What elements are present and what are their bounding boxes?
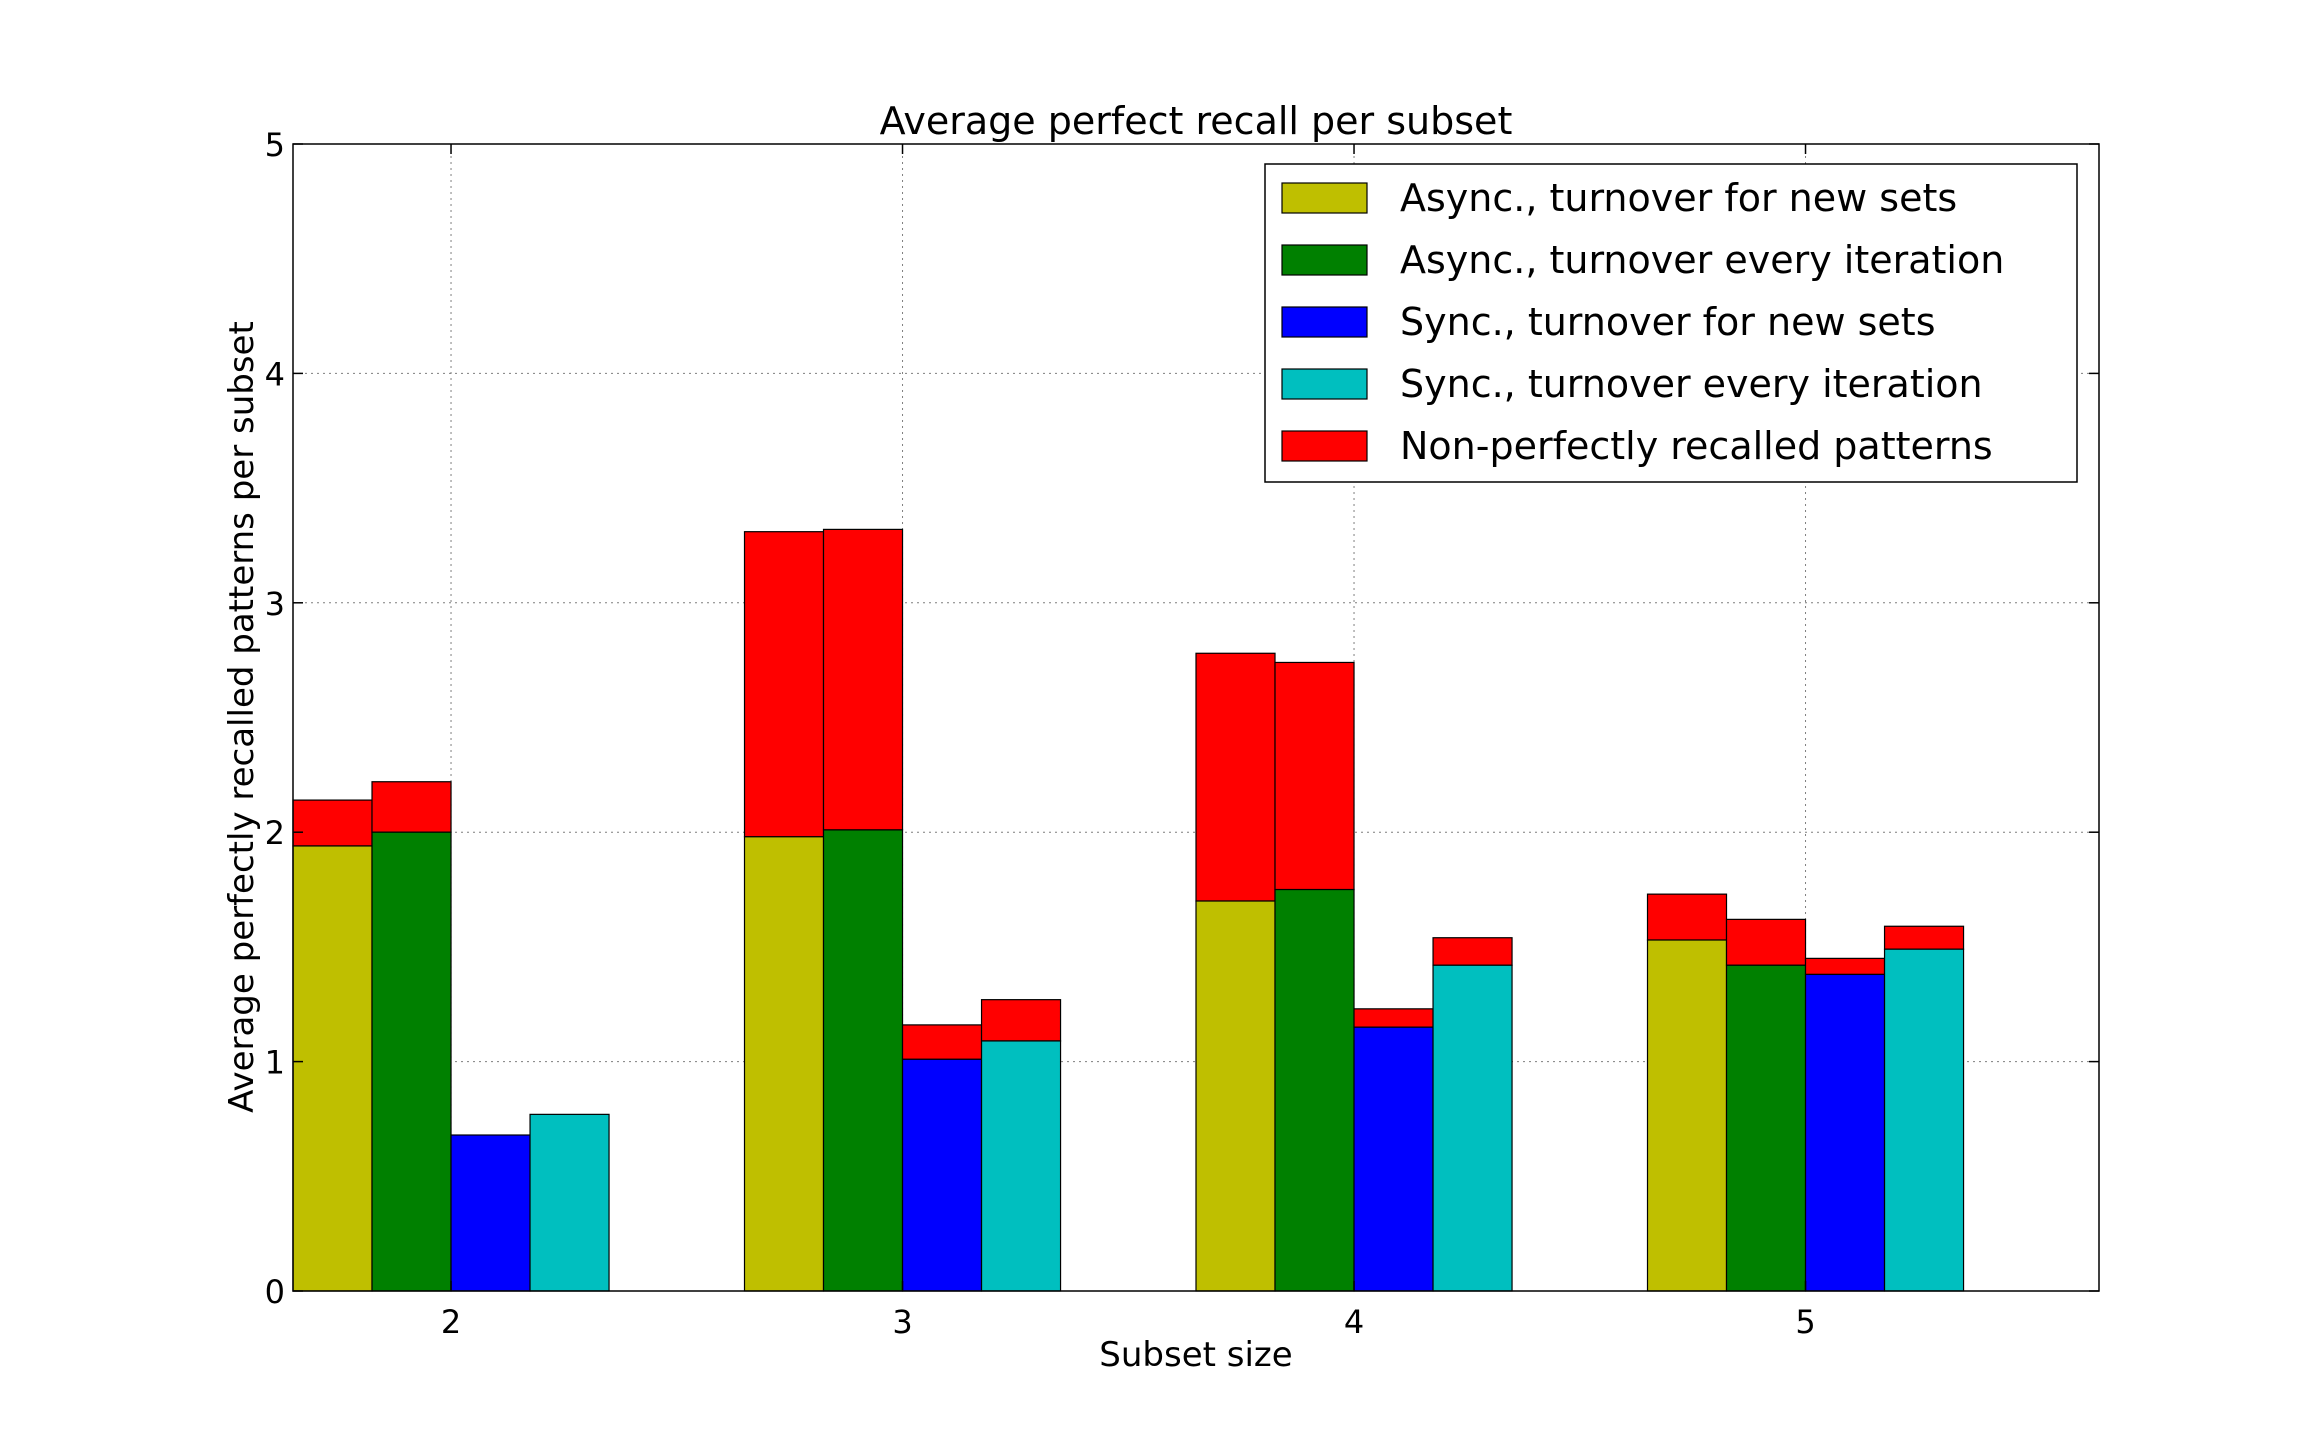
bar-perfect-segment [1353,1026,1434,1292]
bars [292,528,1965,1292]
bar-non-perfect-segment [1274,661,1355,891]
bar-perfect-segment [980,1040,1062,1292]
legend-swatch [1281,182,1368,214]
bar-non-perfect-segment [292,799,373,847]
x-tick-label: 4 [1344,1303,1364,1341]
bar-perfect-segment [1883,948,1965,1292]
bar-perfect-segment [743,836,825,1292]
legend: Async., turnover for new sets Async., tur… [1264,163,2078,483]
bar-perfect-segment [1804,973,1886,1292]
x-tick-label: 5 [1795,1303,1815,1341]
bar-perfect-segment [1274,888,1355,1292]
x-tick-label: 3 [892,1303,912,1341]
bar-perfect-segment [371,831,452,1292]
bar-non-perfect-segment [1883,925,1965,950]
y-tick-label: 0 [265,1273,285,1311]
legend-swatch [1281,244,1368,276]
bar-non-perfect-segment [980,999,1062,1042]
y-tick-label: 1 [265,1044,285,1082]
legend-label: Non-perfectly recalled patterns [1400,424,1993,468]
bar-non-perfect-segment [1804,957,1886,976]
legend-swatch [1281,368,1368,400]
bar-non-perfect-segment [1646,893,1728,941]
y-tick-label: 3 [265,585,285,623]
x-tick-label: 2 [441,1303,461,1341]
chart-title: Average perfect recall per subset [880,99,1513,143]
bar-non-perfect-segment [901,1024,983,1060]
bar-perfect-segment [1432,964,1513,1292]
bar-non-perfect-segment [371,781,452,833]
bar-non-perfect-segment [1353,1008,1434,1028]
bar-perfect-segment [292,845,373,1292]
y-tick-label: 5 [265,126,285,164]
y-tick-label: 4 [265,355,285,393]
bar-perfect-segment [529,1113,610,1292]
bar-perfect-segment [450,1134,531,1292]
legend-swatch [1281,306,1368,338]
axis-ticks: 0 1 2 3 4 5 2 3 4 5 [265,126,2099,1341]
y-axis-label: Average perfectly recalled patterns per … [222,321,262,1113]
legend-label: Async., turnover for new sets [1400,176,1957,220]
legend-label: Sync., turnover every iteration [1400,362,1983,406]
bar-perfect-segment [1646,939,1728,1292]
x-axis-label: Subset size [1099,1335,1292,1375]
bar-perfect-segment [822,829,904,1292]
y-tick-label: 2 [265,814,285,852]
bar-non-perfect-segment [1725,918,1807,966]
bar-non-perfect-segment [1195,652,1276,902]
bar-non-perfect-segment [743,531,825,838]
legend-label: Async., turnover every iteration [1400,238,2004,282]
bar-perfect-segment [1725,964,1807,1292]
legend-label: Sync., turnover for new sets [1400,300,1936,344]
bar-non-perfect-segment [822,528,904,831]
legend-frame [1264,163,2078,483]
bar-perfect-segment [1195,900,1276,1292]
legend-swatch [1281,430,1368,462]
bar-perfect-segment [901,1058,983,1292]
plot-frame [292,143,2100,1292]
bar-non-perfect-segment [1432,937,1513,966]
